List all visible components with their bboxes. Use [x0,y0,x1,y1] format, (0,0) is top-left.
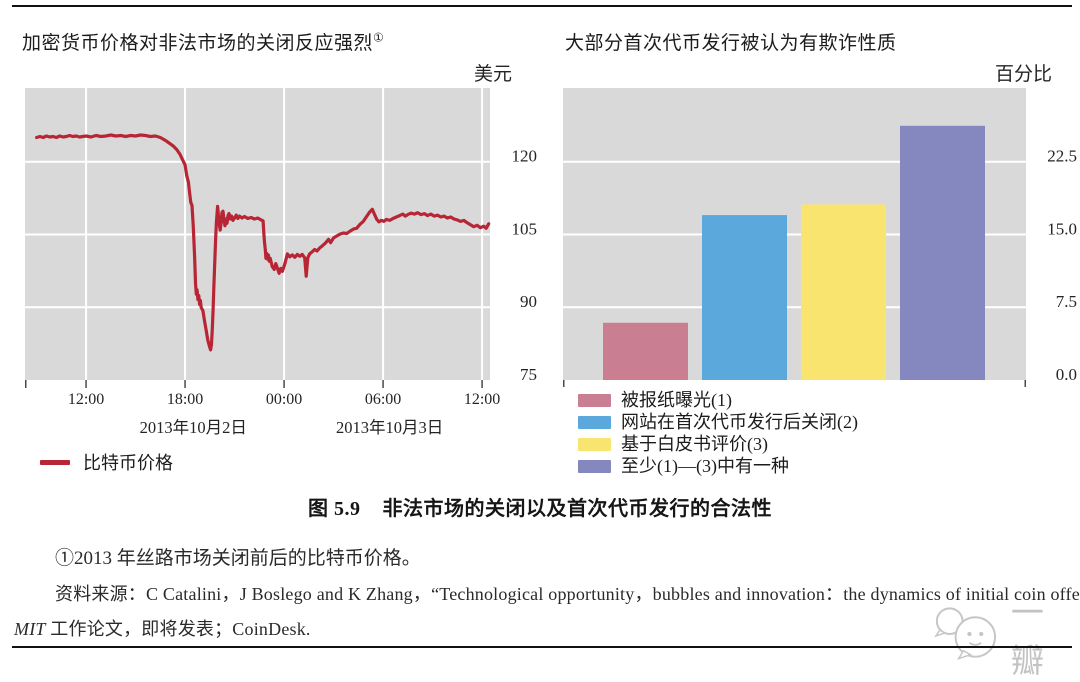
bar-legend-swatch-1 [578,393,611,407]
bar-legend-item-3: 基于白皮书评价(3) [578,433,858,455]
bar-legend-label-4: 至少(1)—(3)中有一种 [621,456,789,476]
bitcoin-line-swatch [40,459,70,465]
source-line-2-rest: 工作论文，即将发表；CoinDesk. [45,619,311,639]
bar-legend-item-2: 网站在首次代币发行后关闭(2) [578,411,858,433]
x-date-label: 2013年10月3日 [336,418,443,437]
y-tick-label: 75 [520,365,537,384]
figure-page: 加密货币价格对非法市场的关闭反应强烈① 大部分首次代币发行被认为有欺诈性质 12… [0,5,1080,680]
watermark-text: 一瓣 [1010,596,1046,680]
x-tick-label: 18:00 [167,391,203,408]
source-line-2: MIT 工作论文，即将发表；CoinDesk. [14,615,311,641]
bar-legend-swatch-4 [578,459,611,473]
bar-legend-label-2: 网站在首次代币发行后关闭(2) [621,412,858,432]
bar-legend-item-4: 至少(1)—(3)中有一种 [578,455,858,477]
watermark: 一瓣 [926,586,1080,682]
bar-legend-swatch-2 [578,415,611,429]
axis-unit-label: 美元 [474,63,512,85]
bar-legend-item-1: 被报纸曝光(1) [578,389,858,411]
x-tick-label: 06:00 [365,391,401,408]
right-chart-title: 大部分首次代币发行被认为有欺诈性质 [565,33,897,54]
source-line-1: 资料来源：C Catalini，J Boslego and K Zhang，“T… [55,584,1080,604]
footnote-marker: ① [373,30,385,45]
figure-caption: 图 5.9 非法市场的关闭以及首次代币发行的合法性 [0,492,1080,521]
axis-unit-label: 百分比 [995,63,1052,85]
bar-4 [900,125,985,380]
y-tick-label: 105 [512,219,538,238]
bar-legend-swatch-3 [578,437,611,451]
line-chart-legend: 比特币价格 [40,449,173,475]
bitcoin-price-line [34,133,491,352]
bar-3 [801,204,886,380]
left-chart-title: 加密货币价格对非法市场的关闭反应强烈① [22,28,384,55]
y-tick-label: 90 [520,292,537,311]
bar-chart-legend: 被报纸曝光(1) 网站在首次代币发行后关闭(2) 基于白皮书评价(3) 至少(1)—(… [578,389,858,477]
figure-number: 图 5.9 [308,498,361,520]
x-date-label: 2013年10月2日 [140,418,247,437]
bar-1 [603,322,688,380]
charts-canvas: 12:00 18:00 00:00 06:00 12:00 2013年10月2日 2013年… [25,63,1077,437]
y-tick-label: 22.5 [1047,147,1077,166]
figure-title: 非法市场的关闭以及首次代币发行的合法性 [382,498,772,520]
x-tick-label: 12:00 [68,391,104,408]
x-tick-label: 12:00 [464,391,500,408]
y-tick-label: 120 [512,147,538,166]
footnote: ①2013 年丝路市场关闭前后的比特币价格。 [55,548,421,569]
left-chart-title-text: 加密货币价格对非法市场的关闭反应强烈 [22,33,374,54]
bitcoin-line-label: 比特币价格 [83,453,173,473]
y-tick-label: 15.0 [1047,219,1077,238]
bar-legend-label-1: 被报纸曝光(1) [621,390,732,410]
y-tick-label: 7.5 [1056,292,1077,311]
chat-bubbles-icon [934,607,997,661]
y-tick-label: 0.0 [1056,365,1077,384]
bar-2 [702,215,787,380]
source-italic: MIT [14,619,46,639]
x-tick-label: 00:00 [266,391,302,408]
bar-legend-label-3: 基于白皮书评价(3) [621,434,768,454]
bottom-rule [12,646,1072,648]
top-rule [12,5,1072,7]
